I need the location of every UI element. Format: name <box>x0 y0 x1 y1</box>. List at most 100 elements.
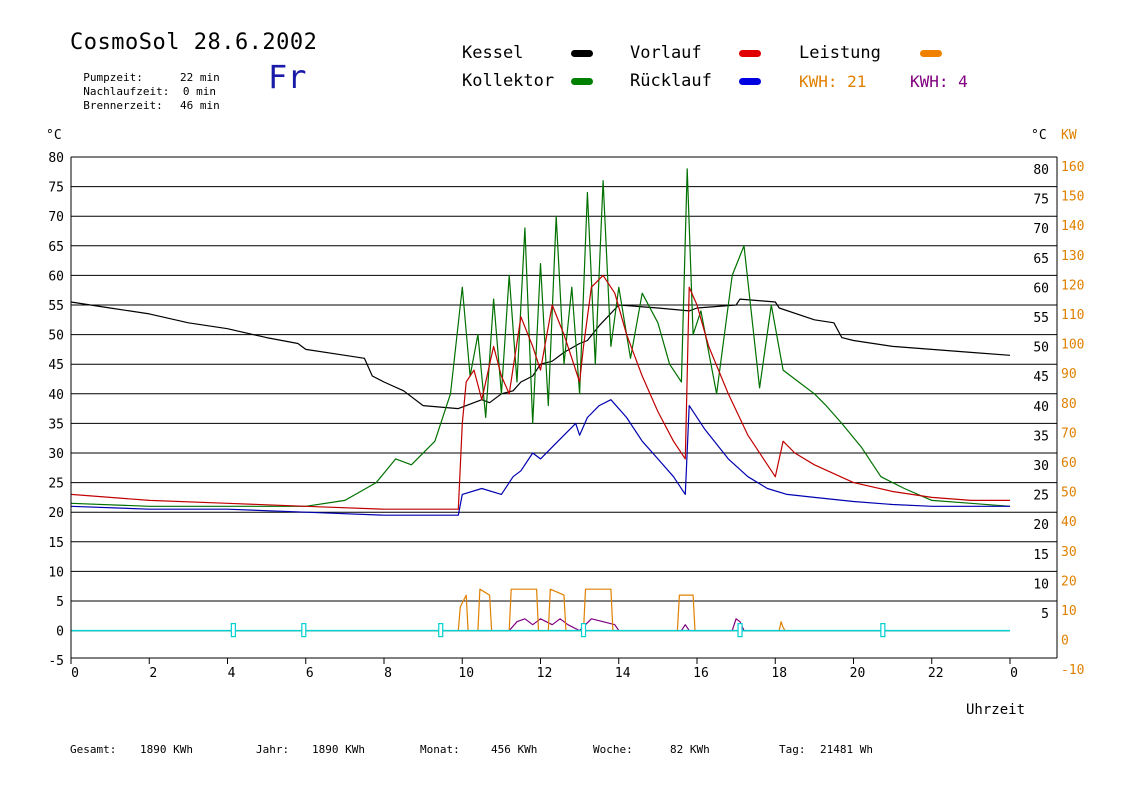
x-tick-label: 18 <box>771 666 787 681</box>
series-layer <box>70 168 1011 632</box>
y-tick-left-label: 35 <box>48 417 64 432</box>
series-line-vorlauf <box>70 274 1010 510</box>
footer-woche-label: Woche: <box>593 743 633 756</box>
y-tick-left-label: 60 <box>48 269 64 284</box>
timer-brennerzeit: Brennerzeit: 46 min <box>70 86 220 112</box>
y-tick-right-temp-label: 15 <box>1033 548 1049 563</box>
y-axis-right-temp-unit: °C <box>1031 128 1047 143</box>
series-line-leistung <box>71 588 1010 632</box>
timer-pumpzeit: Pumpzeit: 22 min <box>70 58 220 84</box>
y-tick-right-temp-label: 30 <box>1033 459 1049 474</box>
y-tick-left-label: 55 <box>48 299 64 314</box>
y-axis-left-unit: °C <box>46 128 62 143</box>
timer-label: Pumpzeit: <box>83 71 143 84</box>
y-tick-right-kw-label: 110 <box>1061 308 1084 323</box>
y-tick-left-label: 45 <box>48 358 64 373</box>
y-tick-right-temp-label: 45 <box>1033 370 1049 385</box>
y-tick-left-label: 10 <box>48 565 64 580</box>
y-tick-left-label: 25 <box>48 477 64 492</box>
y-tick-right-temp-label: 55 <box>1033 311 1049 326</box>
footer-tag-value: 21481 Wh <box>820 743 873 756</box>
y-tick-right-kw-label: 10 <box>1061 604 1077 619</box>
timer-value: 46 min <box>180 99 220 112</box>
pump-marker <box>580 622 587 638</box>
timer-value: 22 min <box>180 71 220 84</box>
footer-gesamt-value: 1890 KWh <box>140 743 193 756</box>
axis-layer: 80757065605550454035302520151050-5807570… <box>48 151 1084 681</box>
y-tick-right-temp-label: 20 <box>1033 518 1049 533</box>
footer-tag-label: Tag: <box>779 743 806 756</box>
y-tick-right-temp-label: 10 <box>1033 577 1049 592</box>
footer-jahr-label: Jahr: <box>256 743 290 756</box>
legend-kwh-leistung: KWH: 21 <box>799 72 867 91</box>
x-tick-label: 8 <box>384 666 392 681</box>
legend-kessel-swatch <box>571 50 593 57</box>
y-tick-right-temp-label: 75 <box>1033 193 1049 208</box>
timer-label: Brennerzeit: <box>83 99 163 112</box>
y-tick-right-kw-label: 30 <box>1061 545 1077 560</box>
page-title: CosmoSol 28.6.2002 <box>70 30 318 55</box>
y-tick-left-label: 65 <box>48 240 64 255</box>
footer-monat-label: Monat: <box>420 743 460 756</box>
x-tick-label: 0 <box>1010 666 1018 681</box>
y-tick-left-label: 30 <box>48 447 64 462</box>
timer-value: 0 min <box>182 85 216 98</box>
y-tick-right-kw-label: 120 <box>1061 278 1084 293</box>
x-tick-label: 14 <box>615 666 631 681</box>
y-tick-right-kw-label: 60 <box>1061 456 1077 471</box>
pump-marker <box>880 622 886 638</box>
y-tick-left-label: 70 <box>48 210 64 225</box>
x-axis-label: Uhrzeit <box>966 702 1026 718</box>
legend-kollektor-swatch <box>571 78 593 85</box>
legend-kwh-secondary: KWH: 4 <box>910 72 968 91</box>
y-tick-right-kw-label: 130 <box>1061 249 1084 264</box>
y-tick-left-label: 5 <box>56 595 64 610</box>
y-tick-left-label: 15 <box>48 536 64 551</box>
y-tick-right-kw-label: -10 <box>1061 663 1084 678</box>
y-tick-right-kw-label: 80 <box>1061 397 1077 412</box>
y-tick-right-kw-label: 100 <box>1061 338 1084 353</box>
y-tick-left-label: 75 <box>48 181 64 196</box>
y-tick-right-kw-label: 50 <box>1061 486 1077 501</box>
y-tick-right-temp-label: 35 <box>1033 429 1049 444</box>
footer-gesamt-label: Gesamt: <box>70 743 117 756</box>
legend-leistung-label: Leistung <box>799 43 881 63</box>
pump-marker <box>737 622 743 638</box>
x-tick-label: 10 <box>458 666 474 681</box>
series-line-ruecklauf <box>70 399 1010 516</box>
legend-leistung-swatch <box>920 50 942 57</box>
x-tick-label: 6 <box>306 666 314 681</box>
grid-layer <box>71 156 1057 632</box>
y-tick-right-temp-label: 60 <box>1033 281 1049 296</box>
legend-vorlauf-label: Vorlauf <box>630 43 702 63</box>
y-tick-right-kw-label: 70 <box>1061 426 1077 441</box>
y-tick-left-label: 40 <box>48 388 64 403</box>
y-tick-right-temp-label: 5 <box>1041 607 1049 622</box>
y-tick-right-kw-label: 20 <box>1061 574 1077 589</box>
y-tick-left-label: -5 <box>48 654 64 669</box>
y-tick-right-temp-label: 70 <box>1033 222 1049 237</box>
timer-nachlaufzeit: Nachlaufzeit: 0 min <box>70 72 216 98</box>
y-tick-right-temp-label: 65 <box>1033 252 1049 267</box>
y-tick-right-temp-label: 50 <box>1033 341 1049 356</box>
timer-label: Nachlaufzeit: <box>83 85 170 98</box>
y-tick-left-label: 20 <box>48 506 64 521</box>
series-line-kollektor <box>70 168 1011 507</box>
x-tick-label: 4 <box>228 666 236 681</box>
x-tick-label: 0 <box>71 666 79 681</box>
pump-marker-layer <box>71 622 1010 638</box>
legend-vorlauf-swatch <box>739 50 761 57</box>
footer-monat-value: 456 KWh <box>491 743 538 756</box>
x-tick-label: 20 <box>850 666 866 681</box>
y-tick-right-temp-label: 25 <box>1033 489 1049 504</box>
legend-kollektor-label: Kollektor <box>462 71 555 91</box>
y-tick-right-kw-label: 40 <box>1061 515 1077 530</box>
pump-marker <box>438 622 444 638</box>
series-line-kessel <box>70 298 1011 410</box>
pump-marker <box>301 622 307 638</box>
footer-jahr-value: 1890 KWh <box>312 743 365 756</box>
x-tick-label: 2 <box>149 666 157 681</box>
y-tick-right-temp-label: 40 <box>1033 400 1049 415</box>
y-tick-left-label: 80 <box>48 151 64 166</box>
